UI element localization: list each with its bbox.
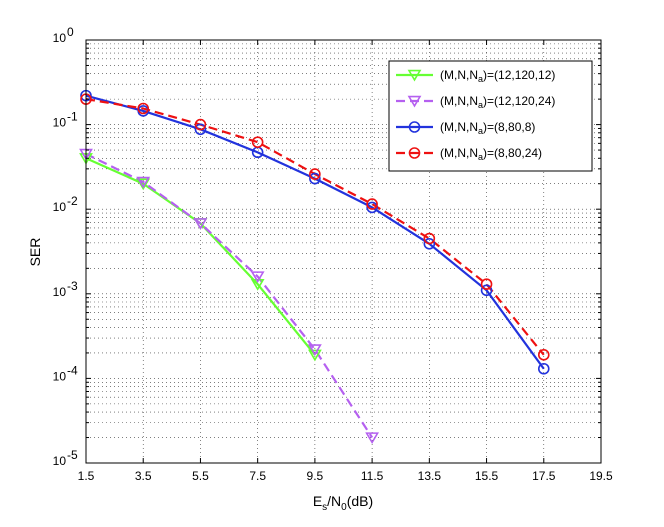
x-tick-label: 19.5 (589, 469, 613, 483)
y-tick-label: 10 (53, 31, 67, 45)
circle-marker (251, 136, 264, 148)
circle-marker (537, 349, 550, 361)
x-tick-label: 15.5 (475, 469, 499, 483)
x-tick-label: 13.5 (418, 469, 442, 483)
triangle-marker (365, 432, 380, 445)
circle-marker (309, 172, 321, 185)
triangle-marker (193, 218, 208, 230)
legend-entries: (M,N,Na)=(12,120,12) (M,N,Na)=(12,120,24)… (396, 68, 555, 162)
circle-marker (423, 237, 436, 250)
y-tick-label: 10 (53, 454, 67, 468)
x-tick-label: 5.5 (192, 469, 209, 483)
series-line-2 (85, 152, 374, 439)
y-tick-exponent: -2 (67, 194, 78, 208)
triangle-marker (307, 344, 322, 356)
x-tick-label: 9.5 (307, 469, 324, 483)
circle-marker (366, 201, 378, 214)
y-tick-exponent: -1 (67, 110, 78, 124)
y-axis-label: SER (27, 238, 43, 267)
triangle-marker (250, 278, 265, 291)
y-tick-exponent: -5 (67, 448, 78, 462)
y-tick-exponent: 0 (67, 25, 74, 39)
x-tick-label: 7.5 (249, 469, 266, 483)
axis-ticks (85, 40, 602, 464)
x-axis-label: Es/N0(dB) (313, 493, 373, 513)
circle-marker (309, 168, 321, 180)
x-tick-labels: 1.5 3.5 5.5 7.5 9.5 11.5 13.5 15.5 17.5 19.5 (78, 469, 613, 483)
circle-marker (194, 118, 207, 131)
x-tick-label: 17.5 (532, 469, 556, 483)
legend-label-1: (M,N,Na)=(12,120,12) (440, 68, 555, 84)
circle-marker (423, 232, 436, 245)
triangle-marker (407, 95, 422, 108)
legend: (M,N,Na)=(12,120,12) (M,N,Na)=(12,120,24)… (388, 60, 593, 172)
y-tick-exponent: -3 (67, 279, 78, 293)
legend-label-4: (M,N,Na)=(8,80,24) (440, 146, 542, 162)
y-tick-label: 10 (53, 285, 67, 299)
circle-marker (408, 121, 421, 133)
triangle-marker (407, 69, 422, 82)
x-tick-label: 11.5 (361, 469, 384, 483)
circle-marker (366, 198, 378, 210)
x-tick-label: 3.5 (135, 469, 152, 483)
y-tick-label: 10 (53, 116, 67, 130)
grid-lines (86, 40, 601, 463)
legend-label-3: (M,N,Na)=(8,80,8) (440, 120, 535, 136)
triangle-marker (136, 178, 151, 191)
circle-marker (537, 362, 550, 375)
legend-box (388, 60, 593, 172)
circle-marker (480, 278, 493, 290)
triangle-marker (307, 349, 322, 362)
triangle-marker (136, 176, 151, 189)
y-tick-label: 10 (53, 369, 67, 383)
plot-frame (85, 39, 602, 464)
legend-label-2: (M,N,Na)=(12,120,24) (440, 94, 555, 110)
circle-marker (408, 147, 421, 159)
circle-marker (194, 123, 207, 136)
y-tick-exponent: -4 (67, 363, 78, 377)
x-tick-label: 1.5 (78, 469, 95, 483)
circle-marker (137, 102, 150, 115)
y-tick-label: 10 (53, 200, 67, 214)
triangle-marker (250, 271, 265, 284)
circle-marker (480, 284, 493, 297)
